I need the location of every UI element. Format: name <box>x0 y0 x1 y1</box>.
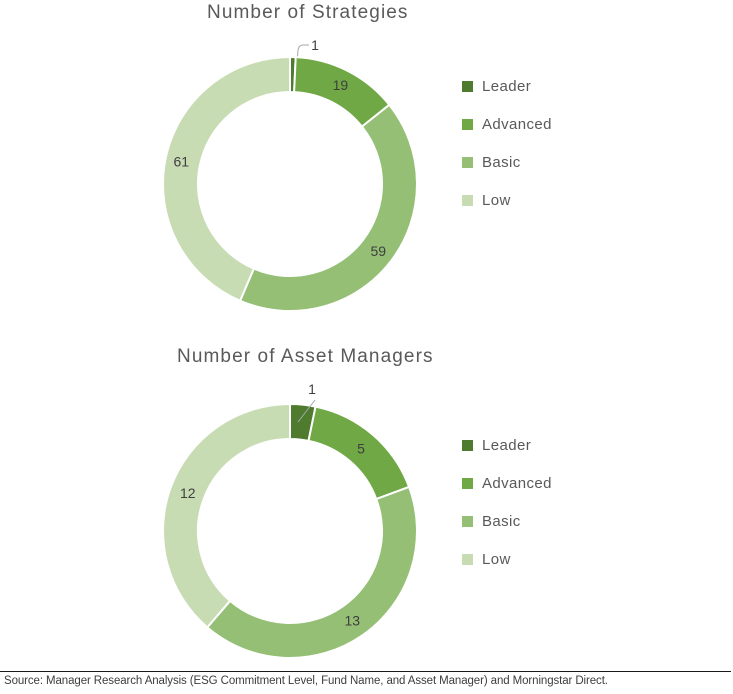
data-label-leader: 1 <box>311 37 319 53</box>
legend-item-low: Low <box>462 549 552 569</box>
data-label-low: 61 <box>174 154 190 170</box>
legend-label-low: Low <box>482 550 511 568</box>
callout-line-leader <box>295 44 309 78</box>
slice-basic <box>238 103 418 312</box>
legend-item-basic: Basic <box>462 511 552 531</box>
legend-item-advanced: Advanced <box>462 114 552 134</box>
legend-asset-managers: Leader Advanced Basic Low <box>462 435 552 569</box>
legend-item-leader: Leader <box>462 435 552 455</box>
donut-chart-strategies: 1 19 59 61 <box>162 37 418 312</box>
legend-item-low: Low <box>462 190 552 210</box>
chart-title-asset-managers: Number of Asset Managers <box>177 346 434 367</box>
legend-label-leader: Leader <box>482 77 532 95</box>
legend-swatch-leader-icon <box>462 80 473 92</box>
chart-title-strategies: Number of Strategies <box>207 2 409 23</box>
slice-low <box>162 55 291 303</box>
donut-chart-asset-managers: 1 5 13 12 <box>162 381 418 659</box>
legend-label-advanced: Advanced <box>482 474 552 492</box>
legend-swatch-advanced-icon <box>462 477 473 489</box>
legend-swatch-low-icon <box>462 553 473 565</box>
data-label-basic: 59 <box>371 243 387 259</box>
legend-label-leader: Leader <box>482 436 532 454</box>
legend-label-basic: Basic <box>482 153 521 171</box>
slice-basic <box>205 485 418 659</box>
data-label-low: 12 <box>180 485 196 501</box>
legend-item-advanced: Advanced <box>462 473 552 493</box>
callout-line-leader <box>297 399 316 423</box>
legend-label-low: Low <box>482 191 511 209</box>
legend-swatch-basic-icon <box>462 515 473 527</box>
legend-item-basic: Basic <box>462 152 552 172</box>
legend-strategies: Leader Advanced Basic Low <box>462 76 552 210</box>
data-label-leader: 1 <box>308 381 316 397</box>
legend-swatch-advanced-icon <box>462 118 473 130</box>
data-label-basic: 13 <box>345 613 361 629</box>
data-label-advanced: 5 <box>357 440 365 456</box>
legend-swatch-low-icon <box>462 194 473 206</box>
footer-rule <box>0 671 731 672</box>
legend-swatch-basic-icon <box>462 156 473 168</box>
slice-low <box>162 402 291 629</box>
legend-label-basic: Basic <box>482 512 521 530</box>
legend-item-leader: Leader <box>462 76 552 96</box>
source-note: Source: Manager Research Analysis (ESG C… <box>4 675 608 687</box>
legend-label-advanced: Advanced <box>482 115 552 133</box>
legend-swatch-leader-icon <box>462 439 473 451</box>
data-label-advanced: 19 <box>333 77 349 93</box>
